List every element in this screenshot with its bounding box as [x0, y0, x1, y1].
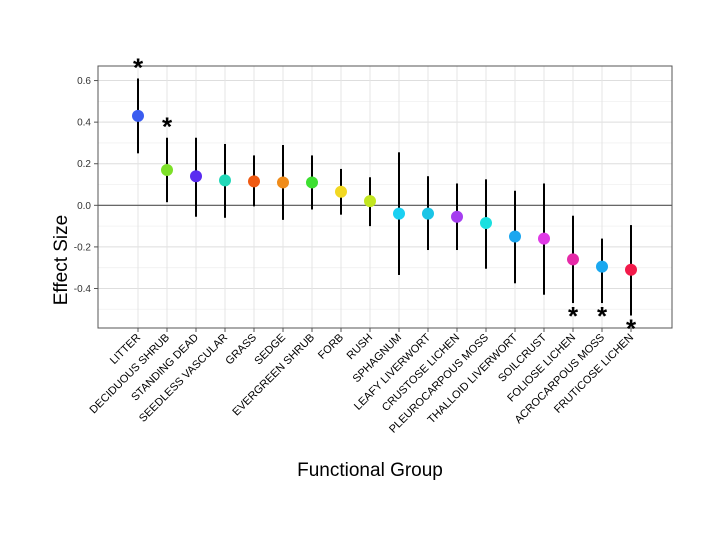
y-axis-title: Effect Size [51, 215, 72, 305]
data-point [480, 216, 492, 229]
y-tick-label: 0.0 [77, 201, 91, 212]
y-tick-label: -0.2 [74, 242, 92, 253]
data-point [248, 175, 260, 188]
significance-star: * [133, 52, 144, 82]
data-point [161, 163, 173, 176]
data-point [219, 174, 231, 187]
data-point [596, 260, 608, 273]
data-point [306, 176, 318, 189]
data-point [190, 170, 202, 183]
x-tick-label: GRASS [223, 332, 259, 368]
grid-lines [98, 66, 672, 328]
plot-panel [97, 65, 673, 329]
x-tick-label: FORB [316, 332, 346, 362]
y-axis: 0.6 0.4 0.2 0.0 -0.2 -0.4 [74, 76, 98, 295]
data-point [567, 253, 579, 266]
y-tick-label: 0.2 [77, 159, 91, 170]
significance-star: * [162, 112, 173, 142]
data-point [509, 230, 521, 243]
data-point [277, 176, 289, 189]
y-tick-label: 0.6 [77, 76, 91, 87]
data-point [393, 207, 405, 220]
significance-star: * [597, 301, 608, 331]
data-point [451, 210, 463, 223]
data-points: * * * * * [132, 52, 637, 344]
data-point [422, 207, 434, 220]
data-point [335, 185, 347, 198]
significance-star: * [568, 301, 579, 331]
data-point [364, 195, 376, 208]
data-point [132, 109, 144, 122]
y-tick-label: 0.4 [77, 118, 91, 129]
data-point [625, 263, 637, 276]
data-point [538, 232, 550, 245]
significance-star: * [626, 314, 637, 344]
x-axis-title: Functional Group [297, 460, 443, 481]
y-tick-label: -0.4 [74, 284, 92, 295]
